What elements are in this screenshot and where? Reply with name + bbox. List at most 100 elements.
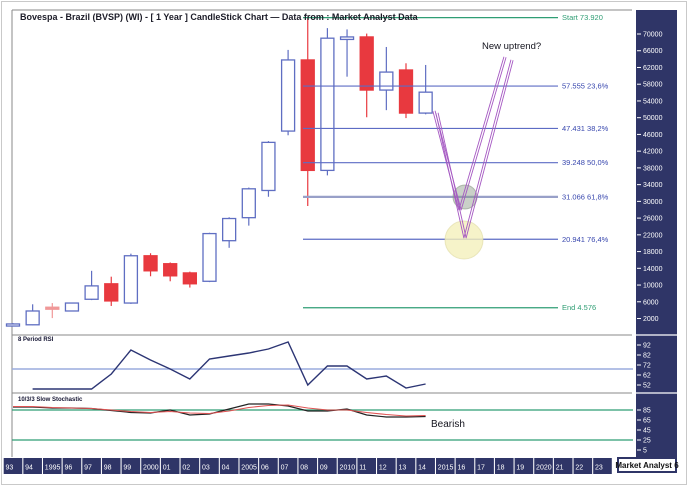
- x-axis-year-box: [534, 458, 553, 474]
- x-axis-year-label: 13: [399, 465, 407, 472]
- candlestick-series: [5, 17, 433, 327]
- axis-tick-label: 22000: [643, 232, 663, 239]
- axis-panel-bg: [636, 10, 677, 457]
- x-axis-year-label: 93: [6, 465, 14, 472]
- axis-tick-label: 54000: [643, 98, 663, 105]
- candlestick-97: [84, 285, 99, 300]
- x-axis-year-label: 14: [418, 465, 426, 472]
- trendline: [463, 59, 512, 238]
- trendline: [465, 60, 514, 239]
- candlestick-01: [163, 263, 178, 277]
- x-axis-year-label: 18: [497, 465, 505, 472]
- x-axis-year-box: [396, 458, 416, 474]
- fib-level-label: 31.066 61,8%: [562, 192, 609, 201]
- candlestick-2010: [339, 36, 355, 41]
- candlestick-96: [64, 302, 80, 312]
- x-axis-year-box: [494, 458, 514, 474]
- rsi-indicator: [12, 341, 633, 390]
- axis-tick-label: 46000: [643, 132, 663, 139]
- x-axis-year-label: 07: [281, 465, 289, 472]
- x-axis-year-box: [475, 458, 494, 474]
- candlestick-03: [202, 232, 217, 282]
- x-axis-year-label: 22: [575, 465, 583, 472]
- candlestick-1995: [45, 306, 60, 310]
- stoch-%D: [13, 404, 426, 417]
- fibonacci-retracement[interactable]: Start 73.920 57.555 23,6% 47.431 38,2% 39.2…: [303, 13, 609, 312]
- axis-tick-label: 92: [643, 343, 651, 350]
- candlestick-07: [280, 59, 296, 132]
- axis-tick-label: 58000: [643, 82, 663, 89]
- x-axis-year-box: [259, 458, 278, 474]
- axis-tick-label: 14000: [643, 266, 663, 273]
- x-axis-year-box: [318, 458, 337, 474]
- candlestick-08: [300, 59, 315, 172]
- candlestick-12: [379, 71, 394, 91]
- candlestick-93: [5, 323, 21, 327]
- candlestick-04: [221, 217, 237, 242]
- x-axis-year-box: [82, 458, 101, 474]
- x-axis-year-label: 2010: [340, 465, 356, 472]
- axis-tick-label: 70000: [643, 32, 663, 39]
- x-axis-year-label: 98: [104, 465, 112, 472]
- stochastic-indicator: [12, 403, 633, 441]
- price-axis-panel: 70000 66000 62000 58000 54000 50000 46000 42000…: [636, 10, 677, 457]
- trendline: [435, 113, 465, 239]
- candlestick-09: [320, 37, 335, 172]
- x-axis-year-label: 03: [202, 465, 210, 472]
- x-axis-year-box: [101, 458, 121, 474]
- x-axis-year-box: [553, 458, 573, 474]
- x-axis-year-label: 2005: [241, 465, 257, 472]
- axis-tick-label: 38000: [643, 165, 663, 172]
- highlight-circle[interactable]: [444, 220, 484, 260]
- axis-tick-label: 66000: [643, 48, 663, 55]
- axis-tick-label: 2000: [643, 316, 659, 323]
- trendline: [432, 111, 460, 211]
- x-axis-year-label: 04: [222, 465, 230, 472]
- x-axis-year-box: [455, 458, 475, 474]
- axis-tick-label: 10000: [643, 283, 663, 290]
- fib-level-label: 57.555 23,6%: [562, 82, 609, 91]
- x-axis-year-box: [200, 458, 219, 474]
- candlestick-2000: [143, 255, 158, 272]
- axis-tick-label: 72: [643, 363, 651, 370]
- candlestick-11: [359, 36, 374, 91]
- fib-level-label: 20.941 76,4%: [562, 235, 609, 244]
- axis-tick-label: 62: [643, 373, 651, 380]
- x-axis-year-label: 2000: [143, 465, 159, 472]
- x-axis-year-label: 96: [64, 465, 72, 472]
- trendline: [458, 56, 505, 210]
- candlestick-98: [104, 283, 119, 302]
- x-axis-year-box: [514, 458, 534, 474]
- x-axis-year-label: 16: [457, 465, 465, 472]
- fib-level-label: Start 73.920: [562, 13, 603, 22]
- rsi-panel-label: 8 Period RSI: [18, 337, 54, 343]
- x-axis-year-box: [436, 458, 455, 474]
- candlestick-14: [418, 91, 433, 114]
- x-axis-year-box: [239, 458, 259, 474]
- x-axis-year-label: 97: [84, 465, 92, 472]
- axis-tick-label: 82: [643, 353, 651, 360]
- axis-tick-label: 52: [643, 383, 651, 390]
- x-axis-year-box: [141, 458, 160, 474]
- axis-tick-label: 5: [643, 448, 647, 455]
- x-axis-year-box: [416, 458, 435, 474]
- annotation-new-uptrend[interactable]: New uptrend?: [482, 41, 542, 52]
- x-axis-year-box: [23, 458, 42, 474]
- candlestick-13: [398, 69, 414, 114]
- x-axis-year-box: [62, 458, 82, 474]
- axis-tick-label: 45: [643, 428, 651, 435]
- annotation-bearish[interactable]: Bearish: [431, 419, 465, 430]
- x-axis-year-box: [593, 458, 612, 474]
- axis-tick-label: 6000: [643, 299, 659, 306]
- trendline-drawings[interactable]: [432, 56, 514, 260]
- candlestick-99: [123, 255, 139, 304]
- x-axis-year-label: 17: [477, 465, 485, 472]
- axis-tick-label: 65: [643, 418, 651, 425]
- x-axis-year-label: 01: [163, 465, 171, 472]
- x-axis-year-box: [337, 458, 357, 474]
- x-axis-year-box: [121, 458, 141, 474]
- x-axis-year-label: 94: [25, 465, 33, 472]
- x-axis-year-box: [43, 458, 62, 474]
